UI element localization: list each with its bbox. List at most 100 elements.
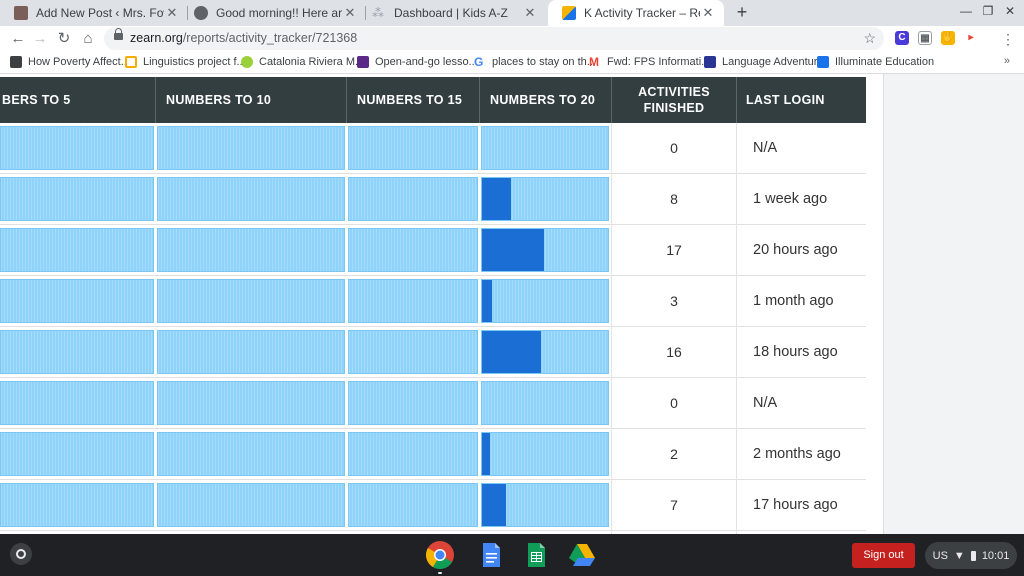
table-row: 3 1 month ago	[0, 276, 866, 327]
numbers-to-15-cell[interactable]	[348, 177, 478, 221]
numbers-to-5-cell[interactable]	[0, 177, 154, 221]
bookmark-item[interactable]: Linguistics project f...	[125, 54, 246, 70]
system-tray[interactable]: US ▼ 10:01	[925, 542, 1017, 569]
chrome-icon[interactable]	[425, 540, 455, 570]
browser-toolbar: ← → ↻ ⌂ zearn.org/reports/activity_track…	[0, 26, 1024, 51]
numbers-to-5-cell[interactable]	[0, 483, 154, 527]
tab-kids-a-z[interactable]: ⁂ Dashboard | Kids A-Z ✕	[358, 0, 546, 26]
progress-fill	[482, 331, 542, 373]
numbers-to-20-cell[interactable]	[481, 279, 609, 323]
close-icon[interactable]: ✕	[524, 5, 536, 20]
tab-activity-tracker[interactable]: K Activity Tracker – Reports – Ze ✕	[548, 0, 724, 26]
google-sheets-icon[interactable]	[521, 540, 551, 570]
column-divider	[611, 123, 612, 534]
numbers-to-10-cell[interactable]	[157, 432, 345, 476]
forward-button[interactable]: →	[32, 30, 48, 47]
bookmark-favicon-icon	[10, 56, 22, 68]
numbers-to-15-cell[interactable]	[348, 126, 478, 170]
header-last-login[interactable]: LAST LOGIN	[746, 93, 825, 107]
numbers-to-5-cell[interactable]	[0, 228, 154, 272]
numbers-to-15-cell[interactable]	[348, 432, 478, 476]
header-numbers-to-10[interactable]: NUMBERS TO 10	[166, 93, 272, 107]
numbers-to-20-cell[interactable]	[481, 126, 609, 170]
numbers-to-15-cell[interactable]	[348, 330, 478, 374]
header-numbers-to-5[interactable]: BERS TO 5	[2, 93, 71, 107]
numbers-to-15-cell[interactable]	[348, 228, 478, 272]
numbers-to-5-cell[interactable]	[0, 381, 154, 425]
header-divider	[155, 77, 156, 123]
numbers-to-15-cell[interactable]	[348, 483, 478, 527]
extension-c-icon[interactable]: C	[895, 31, 909, 45]
close-icon[interactable]: ✕	[702, 5, 714, 20]
launcher-icon[interactable]	[10, 543, 32, 565]
numbers-to-5-cell[interactable]	[0, 330, 154, 374]
more-bookmarks-button[interactable]: »	[1003, 55, 1010, 67]
sign-out-button[interactable]: Sign out	[852, 543, 915, 568]
column-divider	[736, 123, 737, 534]
last-login-value: 20 hours ago	[753, 242, 838, 258]
numbers-to-15-cell[interactable]	[348, 279, 478, 323]
close-icon[interactable]: ✕	[344, 5, 356, 20]
bookmark-item[interactable]: Illuminate Education	[817, 54, 934, 70]
table-row: 8 1 week ago	[0, 174, 866, 225]
bookmark-item[interactable]: Catalonia Riviera M...	[241, 54, 364, 70]
last-login-value: 17 hours ago	[753, 497, 838, 513]
activities-finished-value: 3	[670, 293, 678, 309]
google-docs-icon[interactable]	[476, 540, 506, 570]
tab-mrs-fowler[interactable]: Add New Post ‹ Mrs. Fowler's Ki ✕	[0, 0, 188, 26]
numbers-to-20-cell[interactable]	[481, 330, 609, 374]
tab-title: K Activity Tracker – Reports – Ze	[584, 6, 700, 20]
numbers-to-5-cell[interactable]	[0, 126, 154, 170]
numbers-to-15-cell[interactable]	[348, 381, 478, 425]
home-button[interactable]: ⌂	[83, 30, 93, 47]
header-divider	[479, 77, 480, 123]
extension-thumb-icon[interactable]: ✋	[941, 31, 955, 45]
header-numbers-to-20[interactable]: NUMBERS TO 20	[490, 93, 596, 107]
battery-icon	[970, 550, 976, 561]
bookmark-item[interactable]: M Fwd: FPS Informati...	[589, 55, 711, 69]
last-login-value: 1 week ago	[753, 191, 828, 207]
url-text: zearn.org/reports/activity_tracker/72136…	[130, 31, 358, 45]
bookmark-star-icon[interactable]: ☆	[863, 30, 876, 46]
numbers-to-10-cell[interactable]	[157, 177, 345, 221]
clock: 10:01	[981, 549, 1010, 562]
numbers-to-5-cell[interactable]	[0, 279, 154, 323]
numbers-to-5-cell[interactable]	[0, 432, 154, 476]
activities-finished-value: 0	[670, 140, 678, 156]
new-tab-button[interactable]: +	[736, 2, 748, 22]
os-shelf: Sign out US ▼ 10:01	[0, 534, 1024, 576]
numbers-to-10-cell[interactable]	[157, 381, 345, 425]
bookmark-item[interactable]: How Poverty Affect...	[10, 54, 130, 70]
header-numbers-to-15[interactable]: NUMBERS TO 15	[357, 93, 463, 107]
progress-fill	[482, 178, 511, 220]
numbers-to-20-cell[interactable]	[481, 483, 609, 527]
minimize-icon[interactable]: —	[960, 4, 972, 18]
menu-kebab-icon[interactable]: ⋮	[1001, 31, 1015, 47]
restore-icon[interactable]: ❐	[982, 4, 994, 18]
extension-grid-icon[interactable]: ▦	[918, 31, 932, 45]
numbers-to-10-cell[interactable]	[157, 330, 345, 374]
extension-screencast-icon[interactable]: ▸	[964, 31, 978, 45]
numbers-to-10-cell[interactable]	[157, 126, 345, 170]
reload-button[interactable]: ↻	[57, 30, 71, 47]
numbers-to-20-cell[interactable]	[481, 228, 609, 272]
header-activities-finished[interactable]: ACTIVITIES FINISHED	[638, 85, 710, 115]
numbers-to-20-cell[interactable]	[481, 432, 609, 476]
tab-good-morning[interactable]: Good morning!! Here are today's ✕	[180, 0, 366, 26]
numbers-to-10-cell[interactable]	[157, 483, 345, 527]
back-button[interactable]: ←	[10, 30, 26, 47]
bookmark-favicon-icon	[125, 56, 137, 68]
numbers-to-10-cell[interactable]	[157, 279, 345, 323]
bookmark-item[interactable]: Language Adventure	[704, 54, 824, 70]
numbers-to-20-cell[interactable]	[481, 381, 609, 425]
wifi-icon: ▼	[953, 549, 965, 562]
numbers-to-10-cell[interactable]	[157, 228, 345, 272]
numbers-to-20-cell[interactable]	[481, 177, 609, 221]
tab-title: Good morning!! Here are today's	[216, 6, 342, 20]
address-bar[interactable]: zearn.org/reports/activity_tracker/72136…	[104, 27, 884, 50]
google-drive-icon[interactable]	[567, 540, 597, 570]
window-close-icon[interactable]: ✕	[1004, 4, 1016, 18]
close-icon[interactable]: ✕	[166, 5, 178, 20]
bookmark-item[interactable]: Open-and-go lesso...	[357, 54, 478, 70]
